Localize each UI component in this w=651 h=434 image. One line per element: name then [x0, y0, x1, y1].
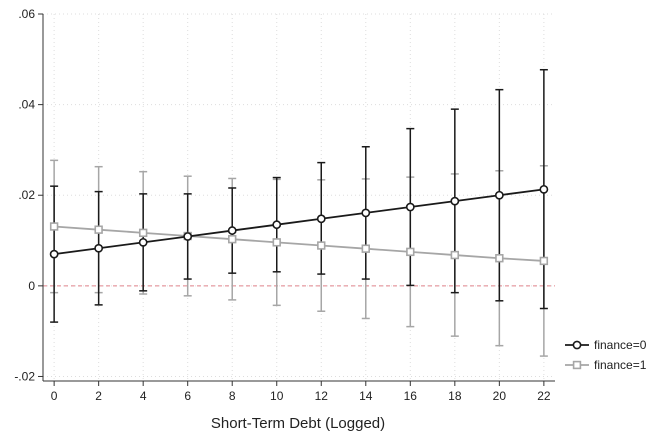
data-layer — [49, 68, 549, 357]
data-point-square — [94, 225, 103, 234]
data-point-square — [272, 238, 281, 247]
y-tick-label: 0 — [28, 279, 35, 293]
series-line-finance-1 — [54, 225, 544, 262]
x-tick-label: 22 — [537, 389, 551, 403]
x-tick-label: 20 — [493, 389, 507, 403]
series-finance-0-markers — [49, 184, 549, 259]
series-finance-1-ci — [50, 159, 548, 357]
data-point-circle — [49, 249, 59, 259]
data-point-circle — [94, 243, 104, 253]
series-line-finance-0 — [54, 188, 544, 256]
legend-label: finance=1 — [594, 358, 647, 372]
y-tick-label: .04 — [18, 98, 35, 112]
data-point-circle — [405, 202, 415, 212]
x-tick-label: 16 — [404, 389, 418, 403]
data-point-square — [49, 222, 59, 231]
data-point-circle — [361, 208, 371, 218]
legend-marker-square — [572, 360, 582, 370]
x-tick-label: 2 — [95, 389, 102, 403]
data-point-square — [361, 244, 370, 253]
x-tick-label: 4 — [140, 389, 147, 403]
y-tick-label: .06 — [18, 7, 35, 21]
data-point-square — [138, 228, 148, 238]
series-finance-0-ci — [50, 68, 548, 323]
legend-marker-circle — [572, 340, 582, 350]
grid-layer — [43, 13, 555, 381]
data-point-square — [450, 250, 460, 260]
data-point-square — [495, 254, 504, 263]
x-tick-label: 6 — [184, 389, 191, 403]
x-tick-label: 18 — [448, 389, 462, 403]
data-point-circle — [138, 237, 148, 247]
data-point-circle — [539, 184, 549, 194]
data-point-square — [317, 241, 326, 250]
x-tick-label: 12 — [315, 389, 329, 403]
y-tick-label: -.02 — [14, 369, 35, 383]
x-tick-label: 14 — [359, 389, 373, 403]
data-point-square — [228, 234, 237, 244]
data-point-circle — [272, 220, 282, 230]
data-point-circle — [316, 214, 326, 224]
data-point-square — [406, 247, 415, 257]
x-axis-title: Short-Term Debt (Logged) — [211, 415, 385, 432]
data-point-circle — [227, 226, 237, 235]
x-tick-label: 8 — [229, 389, 236, 403]
legend-label: finance=0 — [594, 338, 647, 352]
data-point-circle — [183, 232, 193, 241]
axes-layer: -.02 0 .02 .04 .06 0 2 4 6 8 10 12 14 16 18 20 22 — [14, 7, 555, 403]
x-tick-label: 0 — [51, 389, 58, 403]
legend: finance=0 finance=1 — [565, 338, 647, 372]
x-tick-label: 10 — [270, 389, 284, 403]
data-point-circle — [494, 190, 504, 200]
data-point-circle — [450, 196, 460, 206]
data-point-square — [539, 256, 549, 266]
y-tick-label: .02 — [18, 188, 35, 202]
